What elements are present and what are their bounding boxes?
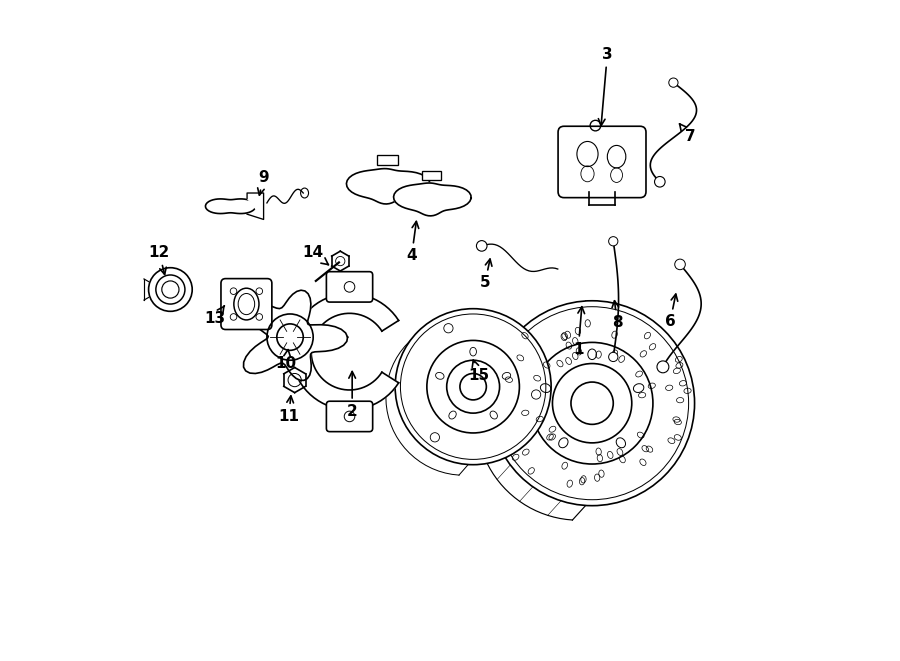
Circle shape — [654, 176, 665, 187]
Polygon shape — [476, 301, 586, 520]
Circle shape — [148, 268, 193, 311]
Circle shape — [608, 352, 618, 362]
Text: 2: 2 — [346, 371, 357, 418]
Bar — [376, 155, 398, 165]
Text: 3: 3 — [598, 47, 613, 126]
Circle shape — [608, 237, 618, 246]
Circle shape — [395, 309, 551, 465]
Text: 14: 14 — [302, 245, 328, 265]
Text: 7: 7 — [680, 124, 696, 144]
Polygon shape — [248, 193, 264, 219]
Text: 9: 9 — [257, 170, 269, 195]
Bar — [422, 171, 441, 180]
Text: 15: 15 — [468, 360, 489, 383]
FancyBboxPatch shape — [558, 126, 646, 198]
Text: 4: 4 — [406, 221, 419, 263]
Text: 10: 10 — [275, 350, 297, 371]
Text: 11: 11 — [278, 396, 299, 424]
Text: 6: 6 — [665, 294, 678, 329]
FancyBboxPatch shape — [327, 401, 373, 432]
Polygon shape — [346, 169, 430, 204]
Polygon shape — [205, 199, 256, 214]
Circle shape — [476, 241, 487, 251]
FancyBboxPatch shape — [221, 279, 272, 329]
Polygon shape — [386, 309, 468, 475]
Text: 13: 13 — [205, 306, 226, 326]
Text: 1: 1 — [573, 307, 585, 356]
Text: 5: 5 — [480, 259, 492, 290]
Circle shape — [571, 382, 613, 424]
Circle shape — [669, 78, 678, 87]
Polygon shape — [393, 183, 471, 216]
Circle shape — [657, 361, 669, 373]
Circle shape — [490, 301, 695, 506]
FancyBboxPatch shape — [327, 272, 373, 302]
Polygon shape — [244, 290, 347, 380]
Polygon shape — [292, 293, 399, 410]
Circle shape — [675, 259, 685, 270]
Text: 12: 12 — [148, 245, 170, 274]
Text: 8: 8 — [612, 301, 623, 330]
